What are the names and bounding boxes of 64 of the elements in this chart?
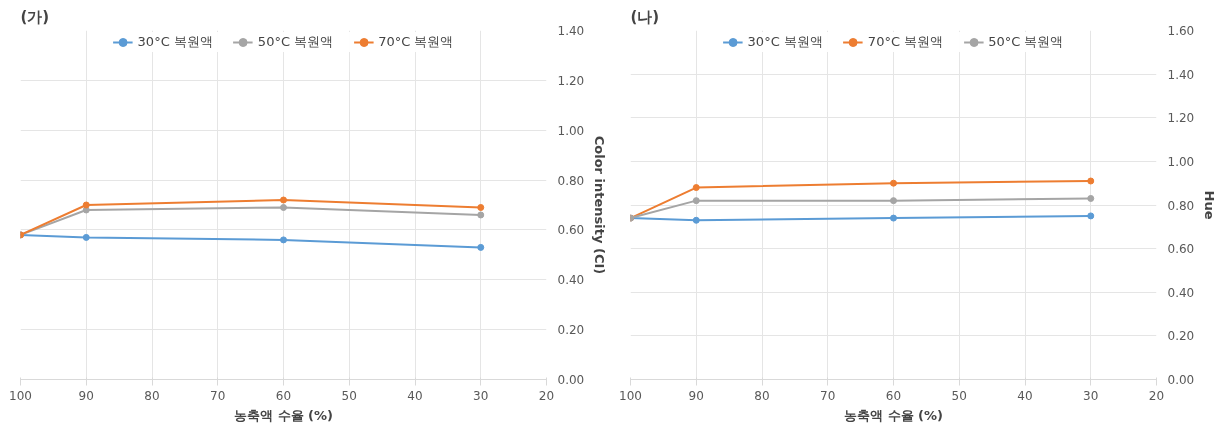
x-axis-title: 농축액 수율 (%): [234, 407, 333, 423]
y-tick-label: 0.80: [1167, 198, 1195, 213]
y-tick-label: 0.80: [557, 173, 585, 188]
y-tick-label: 1.20: [557, 73, 585, 88]
x-tick-label: 40: [407, 388, 423, 403]
x-tick-label: 40: [1017, 388, 1033, 403]
point: [692, 216, 700, 224]
legend-label: 50°C 복원액: [988, 33, 1064, 51]
y-tick-label: 0.00: [1167, 373, 1195, 387]
point: [1087, 212, 1095, 220]
y-axis-title: Hue: [1202, 190, 1218, 220]
point: [1087, 177, 1095, 185]
y-tick-label: 0.40: [1167, 285, 1195, 300]
point: [890, 214, 897, 222]
x-tick-label: 20: [538, 388, 555, 403]
y-tick-label: 1.40: [1167, 67, 1195, 82]
y-tick-label: 1.40: [557, 24, 585, 38]
x-tick-label: 70: [820, 388, 836, 403]
y-tick-label: 1.60: [1167, 24, 1195, 38]
y-tick-label: 0.00: [557, 373, 585, 387]
x-tick-label: 100: [619, 388, 642, 403]
x-tick-label: 50: [341, 388, 357, 403]
legend-label: 70°C 복원액: [378, 33, 454, 51]
point: [280, 204, 287, 211]
y-tick-label: 0.60: [1167, 242, 1195, 257]
point: [477, 204, 485, 211]
y-tick-label: 1.00: [1167, 154, 1195, 169]
x-tick-label: 80: [754, 388, 770, 403]
x-axis-title: 농축액 수율 (%): [844, 407, 943, 423]
x-tick-label: 90: [78, 388, 94, 403]
y-tick-label: 1.20: [1167, 111, 1195, 126]
x-tick-label: 80: [144, 388, 160, 403]
point: [692, 197, 700, 205]
chart-title: (나): [630, 7, 660, 26]
y-axis-title: Color intensity (CI): [592, 135, 608, 275]
y-tick-label: 0.60: [557, 223, 585, 238]
chart-title: (가): [20, 7, 50, 26]
x-tick-label: 20: [1148, 388, 1165, 403]
legend-label: 70°C 복원액: [867, 33, 944, 51]
x-tick-label: 50: [951, 388, 967, 403]
point: [890, 179, 897, 187]
x-tick-label: 90: [688, 388, 704, 403]
legend-label: 50°C 복원액: [257, 33, 334, 51]
legend-label: 30°C 복원액: [747, 33, 823, 51]
point: [82, 233, 90, 241]
x-tick-label: 60: [885, 388, 902, 403]
point: [280, 236, 287, 244]
point: [1087, 194, 1095, 202]
x-tick-label: 100: [9, 388, 32, 403]
y-tick-label: 0.20: [557, 323, 585, 338]
y-tick-label: 0.20: [1167, 329, 1195, 344]
x-tick-label: 60: [275, 388, 292, 403]
x-tick-label: 30: [473, 388, 489, 403]
point: [477, 211, 485, 219]
y-tick-label: 1.00: [557, 123, 585, 138]
point: [82, 201, 90, 209]
x-tick-label: 70: [210, 388, 226, 403]
point: [280, 196, 287, 204]
point: [692, 184, 700, 192]
point: [477, 243, 485, 251]
x-tick-label: 30: [1083, 388, 1099, 403]
legend-label: 30°C 복원액: [137, 33, 213, 51]
y-tick-label: 0.40: [557, 273, 585, 288]
point: [890, 197, 897, 205]
